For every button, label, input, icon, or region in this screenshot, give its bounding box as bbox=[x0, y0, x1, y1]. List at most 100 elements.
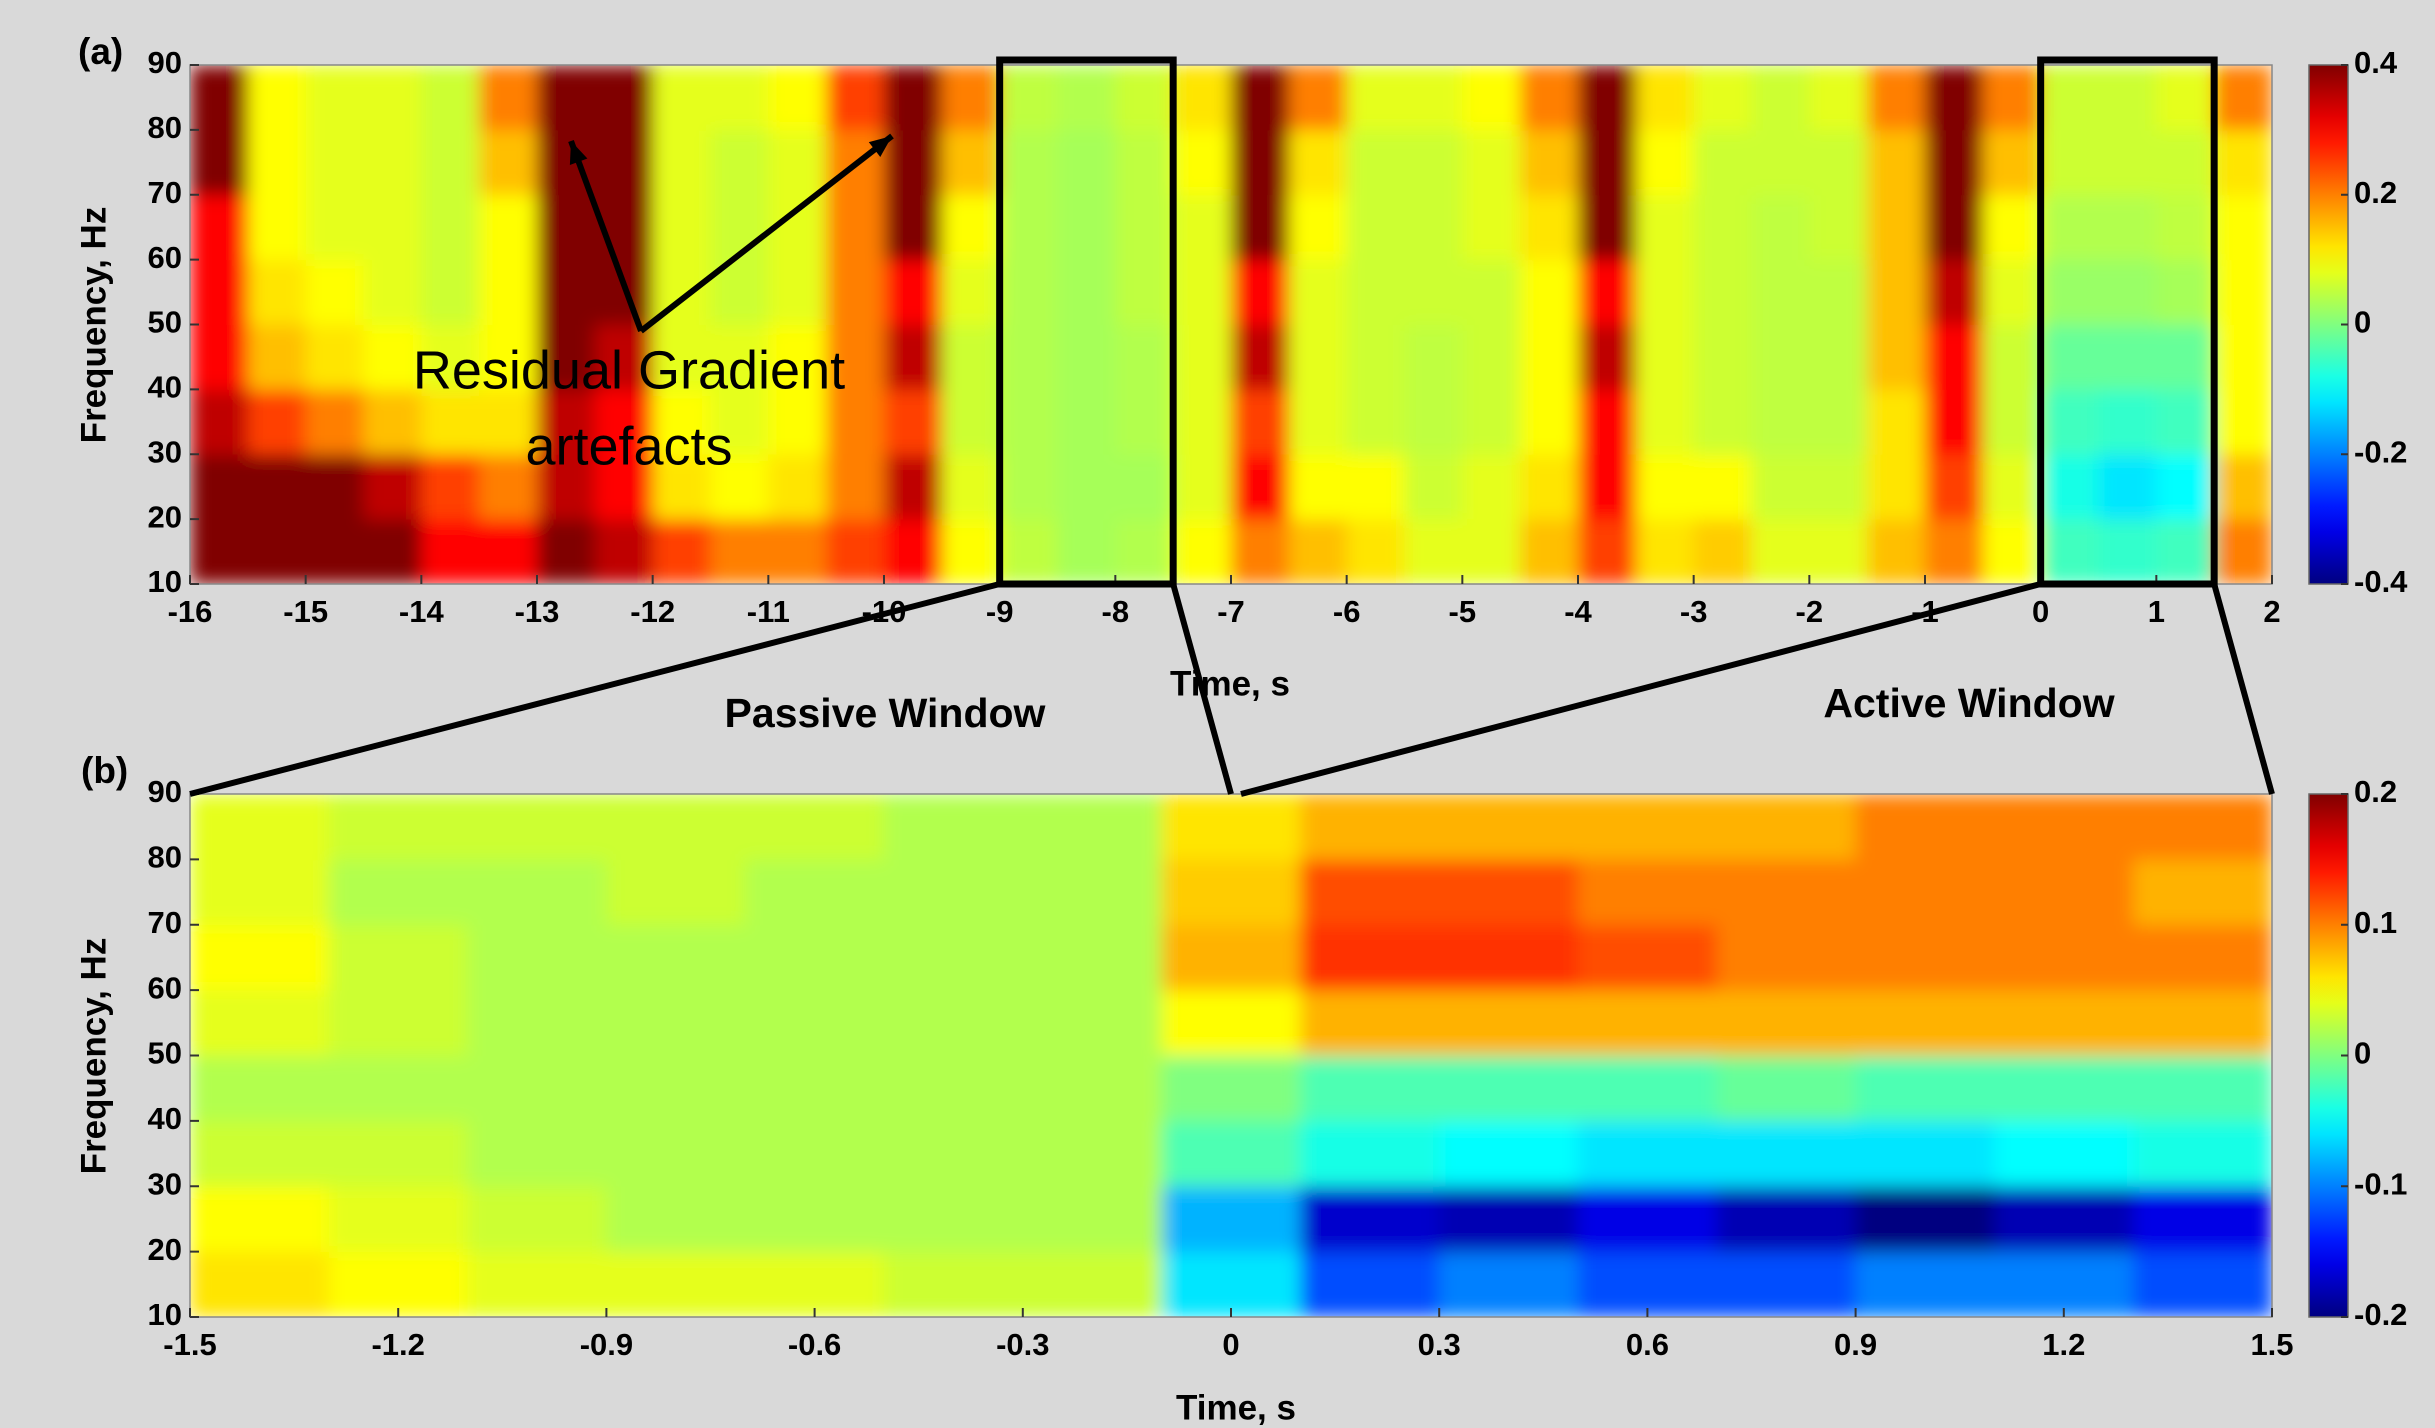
heatmap-cell bbox=[2133, 1251, 2272, 1317]
heatmap-cell bbox=[884, 1186, 1024, 1253]
heatmap-cell bbox=[363, 454, 422, 520]
heatmap-cell bbox=[1439, 1251, 1579, 1317]
heatmap-cell bbox=[606, 1120, 746, 1187]
heatmap-cell bbox=[826, 324, 885, 390]
heatmap-cell bbox=[467, 1186, 607, 1253]
heatmap-cell bbox=[1809, 519, 1868, 584]
x-tick-label: -0.6 bbox=[788, 1327, 841, 1362]
heatmap-cell bbox=[1520, 454, 1579, 520]
heatmap-cell bbox=[941, 65, 1001, 131]
heatmap-cell bbox=[768, 324, 827, 390]
heatmap-cell bbox=[247, 65, 307, 131]
heatmap-cell bbox=[2133, 1120, 2272, 1187]
heatmap-cell bbox=[1578, 1251, 1718, 1317]
heatmap-cell bbox=[1022, 1055, 1163, 1122]
heatmap-cell bbox=[479, 129, 538, 196]
heatmap-cell bbox=[1693, 129, 1752, 196]
heatmap-cell bbox=[1809, 389, 1868, 455]
y-tick-label: 90 bbox=[148, 774, 182, 809]
x-tick-label: 0.6 bbox=[1626, 1327, 1669, 1362]
heatmap-cell bbox=[884, 194, 943, 261]
heatmap-cell bbox=[247, 194, 307, 261]
heatmap-cell bbox=[1520, 194, 1579, 261]
heatmap-cell bbox=[479, 324, 538, 390]
heatmap-cell bbox=[594, 454, 654, 520]
heatmap-cell bbox=[2098, 129, 2157, 196]
colorbar-tick-label: 0 bbox=[2354, 1036, 2371, 1071]
heatmap-cell bbox=[1716, 1055, 1857, 1122]
heatmap-cell bbox=[1809, 194, 1868, 261]
heatmap-cell bbox=[826, 389, 885, 455]
heatmap-cell bbox=[2098, 65, 2157, 131]
heatmap-cell bbox=[999, 519, 1058, 584]
heatmap-cell bbox=[710, 65, 769, 131]
window-connector bbox=[189, 581, 1001, 797]
x-tick-label: -9 bbox=[986, 594, 1014, 629]
colorbar-tick-label: -0.2 bbox=[2354, 434, 2407, 469]
heatmap-cell bbox=[652, 129, 711, 196]
y-axis-label: Frequency, Hz bbox=[74, 938, 113, 1175]
heatmap-cell bbox=[745, 1251, 885, 1317]
heatmap-cell bbox=[1716, 1120, 1857, 1187]
heatmap-cell bbox=[1716, 990, 1857, 1056]
heatmap-cell bbox=[363, 324, 422, 390]
window-label: Passive Window bbox=[725, 690, 1046, 736]
y-tick-label: 40 bbox=[148, 370, 182, 405]
window-connector bbox=[1240, 581, 2042, 797]
y-tick-label: 70 bbox=[148, 905, 182, 940]
heatmap-cell bbox=[1173, 259, 1232, 325]
heatmap-cell bbox=[768, 454, 827, 520]
heatmap-cell bbox=[1300, 1186, 1440, 1253]
heatmap-cell bbox=[1855, 990, 1995, 1056]
heatmap-cell bbox=[1161, 990, 1301, 1056]
heatmap-cell bbox=[999, 65, 1058, 131]
heatmap-cell bbox=[363, 65, 422, 131]
x-tick-label: -16 bbox=[168, 594, 213, 629]
heatmap-cell bbox=[2214, 65, 2272, 131]
heatmap-cell bbox=[1867, 324, 1926, 390]
heatmap-cell bbox=[1022, 924, 1163, 991]
heatmap-cell bbox=[328, 859, 469, 926]
heatmap-cells bbox=[190, 794, 2272, 1317]
heatmap-cell bbox=[1300, 1251, 1440, 1317]
heatmap-cell bbox=[1022, 1120, 1163, 1187]
heatmap-cell bbox=[1300, 859, 1440, 926]
heatmap-cell bbox=[1288, 324, 1348, 390]
heatmap-cell bbox=[363, 259, 422, 325]
x-tick-label: 1.5 bbox=[2250, 1327, 2293, 1362]
heatmap-cell bbox=[1751, 129, 1810, 196]
heatmap-cell bbox=[884, 454, 943, 520]
heatmap-cell bbox=[1346, 389, 1405, 455]
heatmap-cell bbox=[1855, 1055, 1995, 1122]
heatmap-cell bbox=[884, 1055, 1024, 1122]
heatmap-cell bbox=[1346, 259, 1405, 325]
heatmap-cell bbox=[745, 1120, 885, 1187]
heatmap-cell bbox=[1751, 519, 1810, 584]
x-tick-label: 0.3 bbox=[1418, 1327, 1461, 1362]
heatmap-cell bbox=[1161, 1120, 1301, 1187]
heatmap-cell bbox=[1462, 259, 1521, 325]
heatmap-cell bbox=[1578, 794, 1718, 860]
heatmap-cell bbox=[2133, 794, 2272, 860]
heatmap-cell bbox=[884, 924, 1024, 991]
x-tick-label: -2 bbox=[1796, 594, 1824, 629]
heatmap-cell bbox=[745, 1055, 885, 1122]
heatmap-cell bbox=[710, 129, 769, 196]
heatmap-cell bbox=[1925, 129, 1984, 196]
heatmap-cell bbox=[1751, 389, 1810, 455]
heatmap-cell bbox=[2156, 65, 2215, 131]
heatmap-cell bbox=[467, 1055, 607, 1122]
heatmap-cell bbox=[1115, 519, 1174, 584]
heatmap-cell bbox=[826, 454, 885, 520]
heatmap-cell bbox=[1300, 1120, 1440, 1187]
heatmap-cell bbox=[1635, 259, 1695, 325]
window-label: Active Window bbox=[1823, 680, 2114, 726]
heatmap-cell bbox=[1404, 454, 1463, 520]
heatmap-cell bbox=[328, 1251, 469, 1317]
x-tick-label: 0 bbox=[2032, 594, 2049, 629]
heatmap-cell bbox=[2214, 519, 2272, 584]
heatmap-cell bbox=[768, 519, 827, 584]
heatmap-cell bbox=[826, 194, 885, 261]
heatmap-cell bbox=[537, 389, 596, 455]
heatmap-cell bbox=[1173, 194, 1232, 261]
